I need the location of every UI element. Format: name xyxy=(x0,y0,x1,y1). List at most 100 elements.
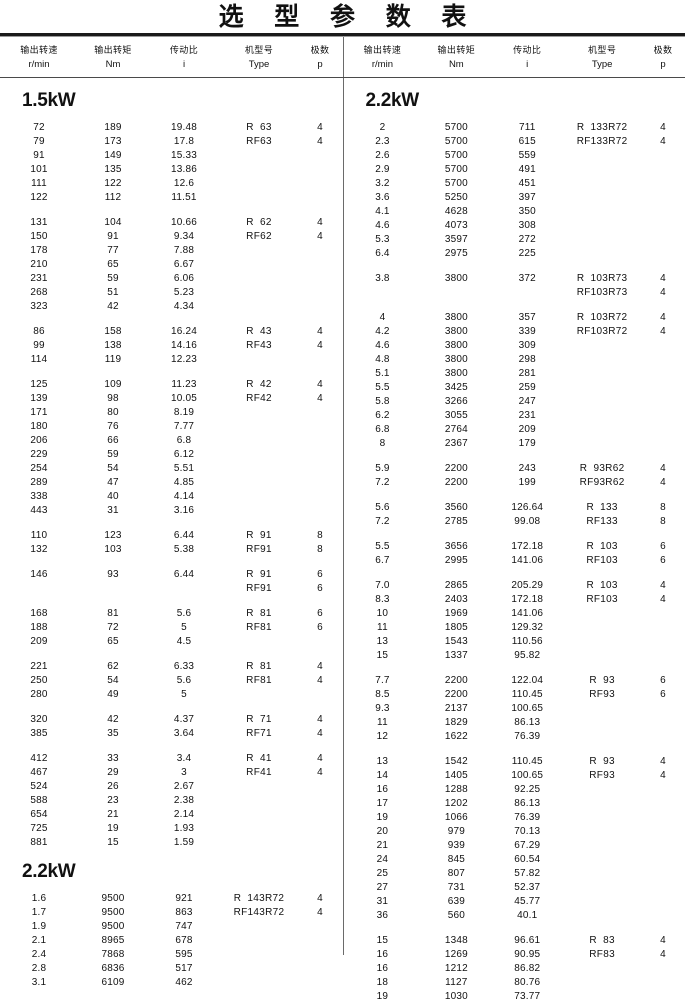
cell-output-speed: 7.2 xyxy=(344,476,422,490)
cell-ratio: 247 xyxy=(491,395,563,409)
cell-ratio: 67.29 xyxy=(491,839,563,853)
cell-type: RF103 xyxy=(563,593,641,607)
cell-output-torque: 31 xyxy=(78,504,148,518)
cell-output-speed: 25 xyxy=(344,867,422,881)
cell-output-speed: 5.3 xyxy=(344,233,422,247)
cell-output-torque: 19 xyxy=(78,822,148,836)
cell-output-speed: 150 xyxy=(0,230,78,244)
cell-pole: 6 xyxy=(298,607,342,621)
cell-output-torque: 3800 xyxy=(421,311,491,325)
cell-type: RF103R73 xyxy=(563,286,641,300)
cell-output-torque: 5700 xyxy=(421,177,491,191)
cell-ratio: 15.33 xyxy=(148,149,220,163)
cell-output-speed: 4 xyxy=(344,311,422,325)
header-ratio-cn: 传动比 xyxy=(513,45,541,58)
cell-pole: 4 xyxy=(641,593,685,607)
cell-output-speed: 8.3 xyxy=(344,593,422,607)
cell-ratio: 52.37 xyxy=(491,881,563,895)
cell-type: RF41 xyxy=(220,766,298,780)
cell-ratio: 12.23 xyxy=(148,353,220,367)
cell-ratio: 86.13 xyxy=(491,797,563,811)
cell-output-torque: 91 xyxy=(78,230,148,244)
cell-type: RF133R72 xyxy=(563,135,641,149)
cell-output-torque: 2785 xyxy=(421,515,491,529)
cell-output-speed: 2.1 xyxy=(0,934,78,948)
cell-pole: 4 xyxy=(641,135,685,149)
cell-output-torque: 3055 xyxy=(421,409,491,423)
cell-ratio: 3.64 xyxy=(148,727,220,741)
cell-output-speed: 4.2 xyxy=(344,325,422,339)
cell-output-speed: 5.6 xyxy=(344,501,422,515)
page-title-band: 选 型 参 数 表 xyxy=(0,0,685,36)
cell-ratio: 179 xyxy=(491,437,563,451)
cell-ratio: 491 xyxy=(491,163,563,177)
cell-ratio: 6.44 xyxy=(148,529,220,543)
cell-output-torque: 9500 xyxy=(78,920,148,934)
cell-type: R 103R73 xyxy=(563,272,641,286)
cell-output-speed: 24 xyxy=(344,853,422,867)
header-ratio-cn: 传动比 xyxy=(170,45,198,58)
cell-output-speed: 323 xyxy=(0,300,78,314)
cell-ratio: 14.16 xyxy=(148,339,220,353)
cell-ratio: 110.45 xyxy=(491,688,563,702)
cell-type: R 63 xyxy=(220,121,298,135)
cell-type: R 143R72 xyxy=(220,892,298,906)
cell-output-torque: 51 xyxy=(78,286,148,300)
cell-output-speed: 3.6 xyxy=(344,191,422,205)
cell-output-torque: 9500 xyxy=(78,906,148,920)
cell-output-torque: 1543 xyxy=(421,635,491,649)
cell-ratio: 3 xyxy=(148,766,220,780)
cell-output-speed: 20 xyxy=(344,825,422,839)
cell-pole: 6 xyxy=(641,540,685,554)
cell-ratio: 95.82 xyxy=(491,649,563,663)
cell-output-speed: 139 xyxy=(0,392,78,406)
cell-output-speed: 4.6 xyxy=(344,219,422,233)
cell-output-torque: 42 xyxy=(78,713,148,727)
cell-ratio: 350 xyxy=(491,205,563,219)
cell-output-torque: 3800 xyxy=(421,272,491,286)
cell-ratio: 2.67 xyxy=(148,780,220,794)
cell-output-speed: 209 xyxy=(0,635,78,649)
cell-ratio: 4.14 xyxy=(148,490,220,504)
cell-ratio: 6.8 xyxy=(148,434,220,448)
cell-ratio: 921 xyxy=(148,892,220,906)
cell-output-speed: 21 xyxy=(344,839,422,853)
cell-output-torque: 54 xyxy=(78,462,148,476)
cell-output-torque: 3656 xyxy=(421,540,491,554)
cell-output-speed: 4.1 xyxy=(344,205,422,219)
cell-output-speed: 725 xyxy=(0,822,78,836)
header-ratio-unit: i xyxy=(183,58,185,71)
cell-output-torque: 119 xyxy=(78,353,148,367)
cell-ratio: 6.44 xyxy=(148,568,220,582)
cell-ratio: 16.24 xyxy=(148,325,220,339)
cell-output-torque: 1829 xyxy=(421,716,491,730)
cell-ratio: 231 xyxy=(491,409,563,423)
cell-ratio: 308 xyxy=(491,219,563,233)
cell-ratio: 1.59 xyxy=(148,836,220,850)
cell-output-speed: 36 xyxy=(344,909,422,923)
cell-output-torque: 3800 xyxy=(421,325,491,339)
cell-output-speed: 146 xyxy=(0,568,78,582)
cell-ratio: 45.77 xyxy=(491,895,563,909)
cell-pole: 4 xyxy=(298,135,342,149)
cell-output-torque: 135 xyxy=(78,163,148,177)
cell-ratio: 5 xyxy=(148,621,220,635)
header-ratio: 传动比 i xyxy=(491,45,563,71)
